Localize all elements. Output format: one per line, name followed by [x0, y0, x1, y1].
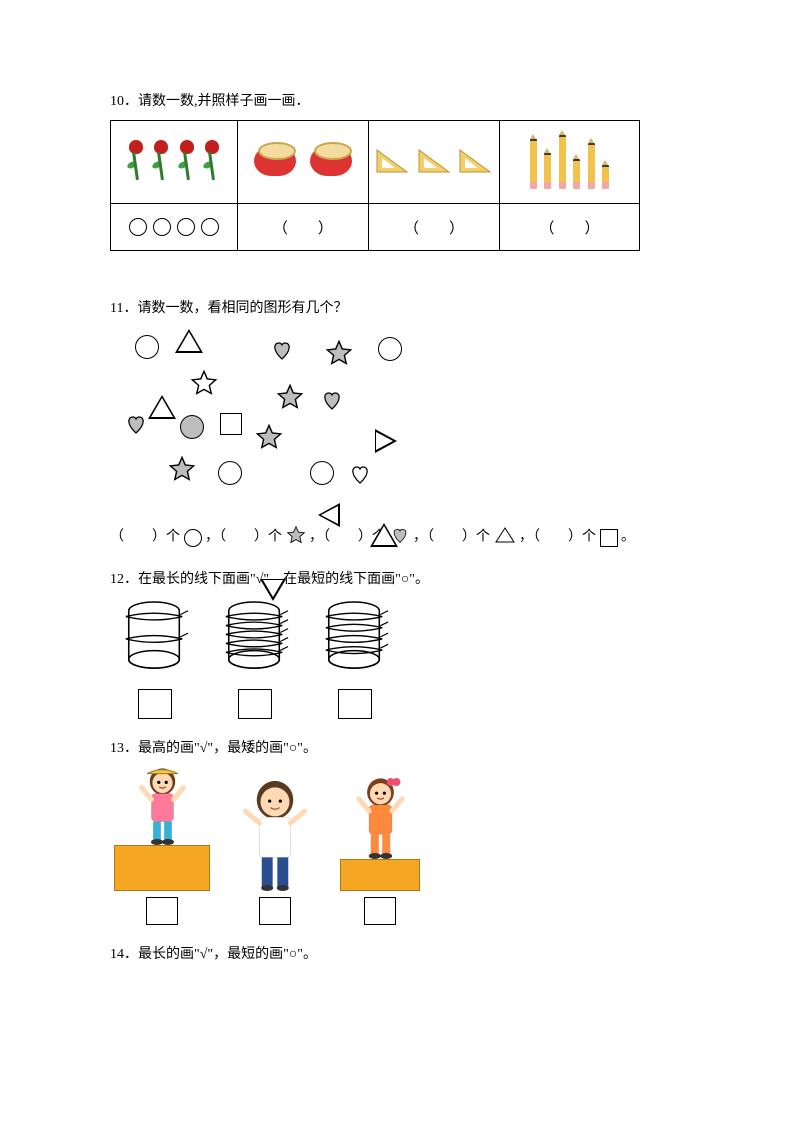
q10-cell-roses: [111, 121, 238, 204]
blank[interactable]: （ ）个: [110, 530, 180, 545]
text: 。: [621, 530, 635, 545]
triangle_up-icon: [175, 329, 203, 353]
circle-icon: [184, 529, 202, 547]
pencil-icon: [530, 139, 537, 189]
q10-answer-blank[interactable]: （ ）: [237, 204, 368, 251]
q10-answer-blank[interactable]: （ ）: [368, 204, 499, 251]
blank[interactable]: ，（ ）个: [519, 530, 596, 545]
q10-answer-row: （ ） （ ） （ ）: [111, 204, 640, 251]
answer-box[interactable]: [364, 897, 396, 925]
circle-icon: [218, 461, 242, 485]
triangle-ruler-icon: [375, 146, 409, 174]
triangle_left-icon: [318, 503, 340, 527]
question-11: 11．请数一数，看相同的图形有几个？ （ ）个 ，（ ）个 ，（ ）个 ，（ ）…: [110, 297, 693, 550]
star-icon: [325, 339, 353, 372]
q10-answer-example: [111, 204, 238, 251]
heart-icon: [124, 413, 148, 440]
triangle-ruler-icon: [458, 146, 492, 174]
square-icon: [220, 413, 242, 435]
rose-icon: [123, 138, 149, 182]
circle-icon: [135, 335, 159, 359]
kid-boy-blue-tie: [236, 779, 314, 925]
q10-cell-drums: [237, 121, 368, 204]
answer-box[interactable]: [238, 689, 272, 719]
star-icon: [255, 423, 283, 456]
pencil-icon: [588, 143, 595, 189]
triangle_right-icon: [375, 429, 397, 453]
circle-outline-icon: [153, 218, 171, 236]
stand-block: [114, 845, 210, 891]
question-13: 13．最高的画"√"，最矮的画"○"。: [110, 737, 693, 925]
star-icon: [286, 525, 306, 550]
question-10: 10．请数一数,并照样子画一画．: [110, 90, 693, 251]
triangle-icon: [494, 526, 516, 549]
answer-box[interactable]: [259, 897, 291, 925]
q11-title: 11．请数一数，看相同的图形有几个？: [110, 297, 693, 317]
triangle-ruler-icon: [417, 146, 451, 174]
q10-table: （ ） （ ） （ ）: [110, 120, 640, 251]
circle-outline-icon: [177, 218, 195, 236]
rose-icon: [174, 138, 200, 182]
question-12: 12．在最长的线下面画"√"，在最短的线下面画"○"。: [110, 568, 693, 719]
heart-icon: [270, 339, 294, 366]
drum-icon: [252, 140, 298, 180]
triangle_up-icon: [148, 395, 176, 419]
q10-cell-pencils: [500, 121, 640, 204]
cylinder-item: [320, 598, 390, 719]
kid-icon: [236, 779, 314, 891]
cylinder-item: [120, 598, 190, 719]
heart-icon: [348, 463, 372, 490]
rose-icon: [199, 138, 225, 182]
kid-girl-yellow-hat: [114, 767, 210, 925]
q11-shape-field: [120, 327, 480, 517]
blank[interactable]: ，（ ）个: [413, 530, 490, 545]
answer-box[interactable]: [338, 689, 372, 719]
q12-title: 12．在最长的线下面画"√"，在最短的线下面画"○"。: [110, 568, 693, 588]
star-icon: [190, 369, 218, 402]
pencil-icon: [559, 135, 566, 189]
drum-icon: [308, 140, 354, 180]
q12-cylinder-row: [120, 598, 693, 719]
pencil-icon: [573, 159, 580, 189]
q10-title: 10．请数一数,并照样子画一画．: [110, 90, 693, 110]
question-14: 14．最长的画"√"，最短的画"○"。: [110, 943, 693, 963]
blank[interactable]: ，（ ）个: [205, 530, 282, 545]
circle-icon: [310, 461, 334, 485]
heart-icon: [320, 389, 344, 416]
q13-title: 13．最高的画"√"，最矮的画"○"。: [110, 737, 693, 757]
circle-outline-icon: [129, 218, 147, 236]
q10-image-row: [111, 121, 640, 204]
answer-box[interactable]: [138, 689, 172, 719]
stand-block: [340, 859, 420, 891]
q11-count-line: （ ）个 ，（ ）个 ，（ ）个 ，（ ）个 ，（ ）个 。: [110, 525, 693, 550]
star-icon: [168, 455, 196, 488]
circle-icon: [378, 337, 402, 361]
pencil-icon: [602, 165, 609, 189]
star-icon: [276, 383, 304, 416]
q10-answer-blank[interactable]: （ ）: [500, 204, 640, 251]
q14-title: 14．最长的画"√"，最短的画"○"。: [110, 943, 693, 963]
circle-outline-icon: [201, 218, 219, 236]
kid-girl-orange-dress: [340, 777, 420, 925]
q13-kids-row: [114, 767, 693, 925]
q10-cell-triangles: [368, 121, 499, 204]
triangle_up-icon: [370, 523, 398, 547]
square-icon: [600, 529, 618, 547]
answer-box[interactable]: [146, 897, 178, 925]
kid-icon: [135, 767, 190, 845]
cylinder-item: [220, 598, 290, 719]
pencil-icon: [544, 153, 551, 189]
triangle_down-icon: [260, 579, 286, 601]
kid-icon: [352, 777, 409, 859]
circle-icon: [180, 415, 204, 439]
rose-icon: [148, 138, 174, 182]
